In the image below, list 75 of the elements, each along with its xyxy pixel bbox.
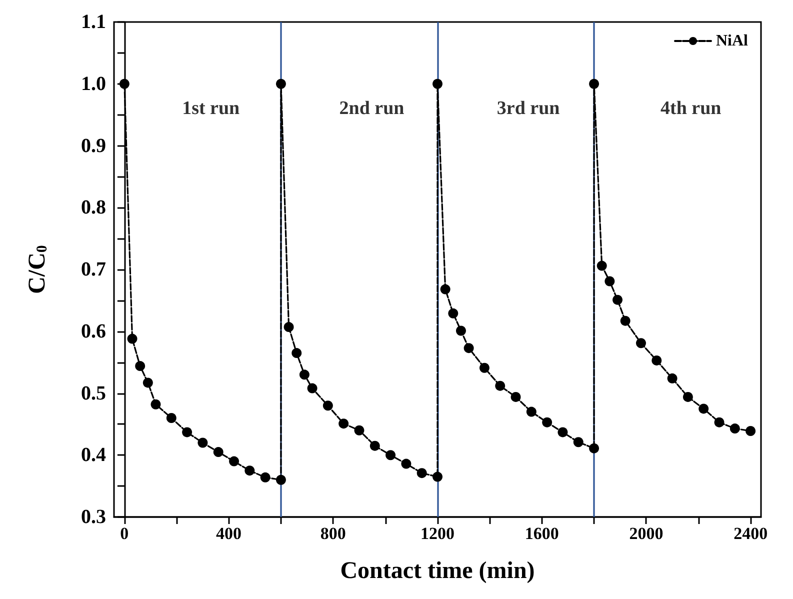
x-tick-label: 2400 (734, 524, 768, 543)
y-tick-label: 0.4 (81, 444, 106, 466)
point (150, 399, 161, 410)
point (432, 78, 442, 89)
x-tick-label: 2000 (629, 524, 664, 543)
point (244, 466, 255, 476)
x-tick-label: 400 (216, 524, 242, 543)
x-tick-label: 1200 (420, 524, 454, 543)
point (448, 308, 458, 318)
point (464, 343, 474, 354)
point (142, 378, 153, 388)
annotation: 1st run (182, 98, 240, 120)
point (698, 404, 709, 414)
point (589, 78, 600, 89)
point (440, 284, 450, 294)
point (730, 424, 740, 434)
y-tick-label: 0.5 (81, 382, 106, 404)
point (604, 276, 615, 286)
point (276, 474, 286, 485)
y-tick-label: 0.3 (81, 506, 106, 528)
point (714, 417, 724, 428)
point (229, 456, 240, 466)
point (620, 316, 630, 326)
point (401, 458, 412, 469)
point (416, 468, 427, 478)
point (276, 78, 286, 89)
y-tick-label: 0.8 (81, 196, 106, 219)
legend-label: NiAl (716, 32, 749, 50)
point (456, 326, 466, 336)
annotation: 3rd run (496, 98, 560, 120)
point (495, 380, 506, 391)
point (292, 348, 302, 358)
y-tick-label: 1.1 (81, 11, 106, 33)
point (370, 440, 380, 451)
point (573, 437, 584, 448)
point (166, 413, 176, 423)
point (386, 450, 396, 460)
point (596, 260, 607, 271)
annotation: 2nd run (339, 98, 405, 120)
point (213, 447, 224, 458)
point (542, 417, 552, 428)
x-tick-label: 800 (320, 524, 346, 543)
y-tick-label: 0.7 (81, 258, 106, 280)
point (612, 294, 623, 305)
point (354, 425, 364, 436)
point (479, 362, 490, 373)
point (182, 427, 192, 438)
y-axis-title: C/C0 (24, 245, 50, 294)
point (299, 370, 310, 380)
point (526, 406, 536, 417)
point (432, 472, 442, 482)
y-tick-label: 1.0 (81, 72, 106, 95)
point (510, 392, 521, 402)
point (558, 427, 568, 438)
point (119, 78, 130, 89)
x-axis-title: Contact time (min) (340, 558, 535, 584)
point (338, 418, 349, 429)
point (322, 400, 333, 411)
point (636, 338, 646, 348)
point (284, 322, 294, 332)
point (589, 443, 600, 454)
y-tick-label: 0.6 (81, 320, 106, 342)
point (260, 472, 270, 482)
y-tick-label: 0.9 (81, 134, 106, 157)
point (127, 334, 138, 344)
x-tick-label: 1600 (524, 524, 559, 543)
point (682, 392, 693, 402)
point (746, 426, 756, 436)
point (198, 438, 208, 448)
point (135, 361, 146, 372)
x-tick-label: 0 (120, 524, 129, 543)
point (307, 383, 318, 394)
annotation: 4th run (660, 98, 722, 120)
point (652, 355, 662, 366)
point (667, 373, 678, 384)
